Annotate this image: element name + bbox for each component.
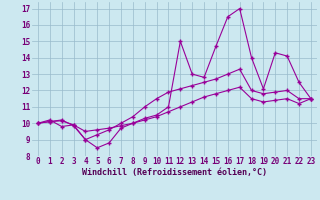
X-axis label: Windchill (Refroidissement éolien,°C): Windchill (Refroidissement éolien,°C) [82, 168, 267, 177]
